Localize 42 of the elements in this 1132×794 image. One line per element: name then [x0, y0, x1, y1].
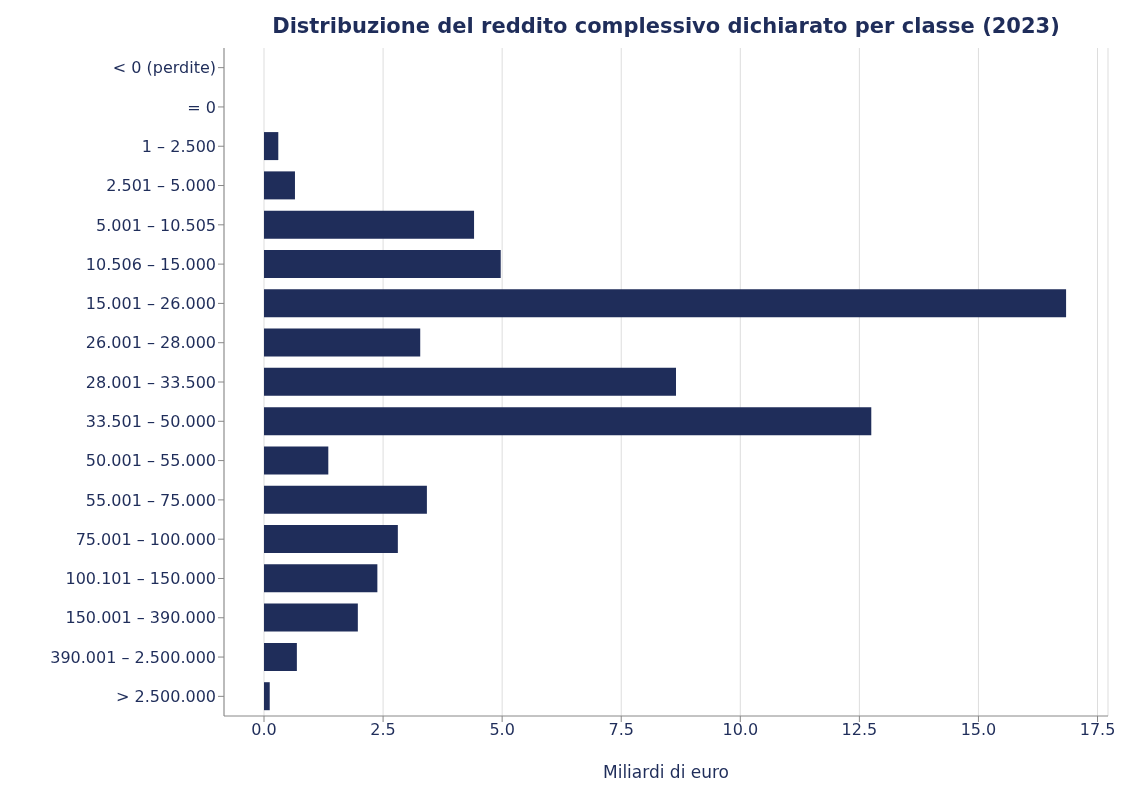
- x-tick-label: 5.0: [489, 720, 515, 740]
- y-tick-label: 5.001 – 10.505: [96, 215, 216, 235]
- bar: [264, 171, 295, 200]
- y-tick-label: 28.001 – 33.500: [85, 372, 216, 392]
- y-tick-label: 150.001 – 390.000: [65, 608, 216, 628]
- bar: [264, 603, 358, 632]
- bar: [264, 289, 1067, 318]
- y-tick-label: < 0 (perdite): [112, 58, 216, 78]
- bar: [264, 485, 427, 514]
- y-tick-label: 100.101 – 150.000: [65, 569, 216, 589]
- x-tick-label: 12.5: [841, 720, 878, 740]
- x-tick-label: 15.0: [960, 720, 997, 740]
- y-tick-label: 33.501 – 50.000: [85, 411, 216, 431]
- y-tick-label: 15.001 – 26.000: [85, 294, 216, 314]
- x-tick-label: 10.0: [722, 720, 759, 740]
- x-tick-label: 7.5: [608, 720, 634, 740]
- bar: [264, 525, 398, 554]
- y-tick-label: 50.001 – 55.000: [85, 451, 216, 471]
- x-tick-label: 17.5: [1079, 720, 1116, 740]
- y-tick-label: 75.001 – 100.000: [75, 529, 216, 549]
- bar: [264, 642, 297, 671]
- y-tick-label: > 2.500.000: [116, 687, 216, 707]
- y-tick-label: 2.501 – 5.000: [106, 176, 216, 196]
- bar: [264, 446, 329, 475]
- y-tick-label: 55.001 – 75.000: [85, 490, 216, 510]
- bar: [264, 682, 270, 711]
- bar: [264, 407, 872, 436]
- y-tick-label: 390.001 – 2.500.000: [50, 647, 216, 667]
- bar: [264, 328, 421, 357]
- y-tick-label: 26.001 – 28.000: [85, 333, 216, 353]
- y-tick-label: 10.506 – 15.000: [85, 254, 216, 274]
- x-tick-label: 0.0: [251, 720, 277, 740]
- bar: [264, 564, 378, 593]
- bar: [264, 367, 676, 396]
- y-tick-label: = 0: [187, 97, 216, 117]
- bar: [264, 210, 475, 239]
- x-tick-label: 2.5: [370, 720, 396, 740]
- bar: [264, 132, 279, 161]
- chart-title: Distribuzione del reddito complessivo dichiarato per classe (2023): [271, 13, 1061, 40]
- x-axis-title: Miliardi di euro: [602, 762, 730, 782]
- bar: [264, 249, 501, 278]
- y-tick-label: 1 – 2.500: [141, 136, 216, 156]
